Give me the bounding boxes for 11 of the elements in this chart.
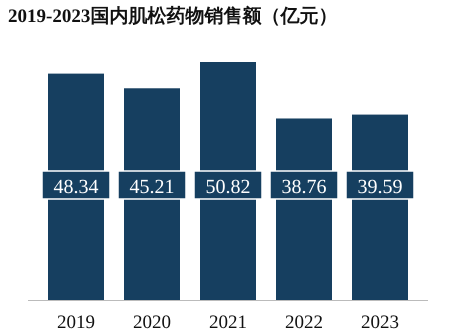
x-tick-label: 2023 [361,312,399,333]
x-tick-label: 2022 [285,312,323,333]
x-tick-label: 2019 [57,312,95,333]
x-tick-label: 2021 [209,312,247,333]
x-tick-label: 2020 [133,312,171,333]
data-label: 39.59 [358,176,402,198]
data-label: 50.82 [206,176,250,198]
data-label: 38.76 [282,176,326,198]
chart-title: 2019-2023国内肌松药物销售额（亿元） [8,5,338,27]
data-label: 45.21 [130,176,174,198]
data-label: 48.34 [54,176,98,198]
